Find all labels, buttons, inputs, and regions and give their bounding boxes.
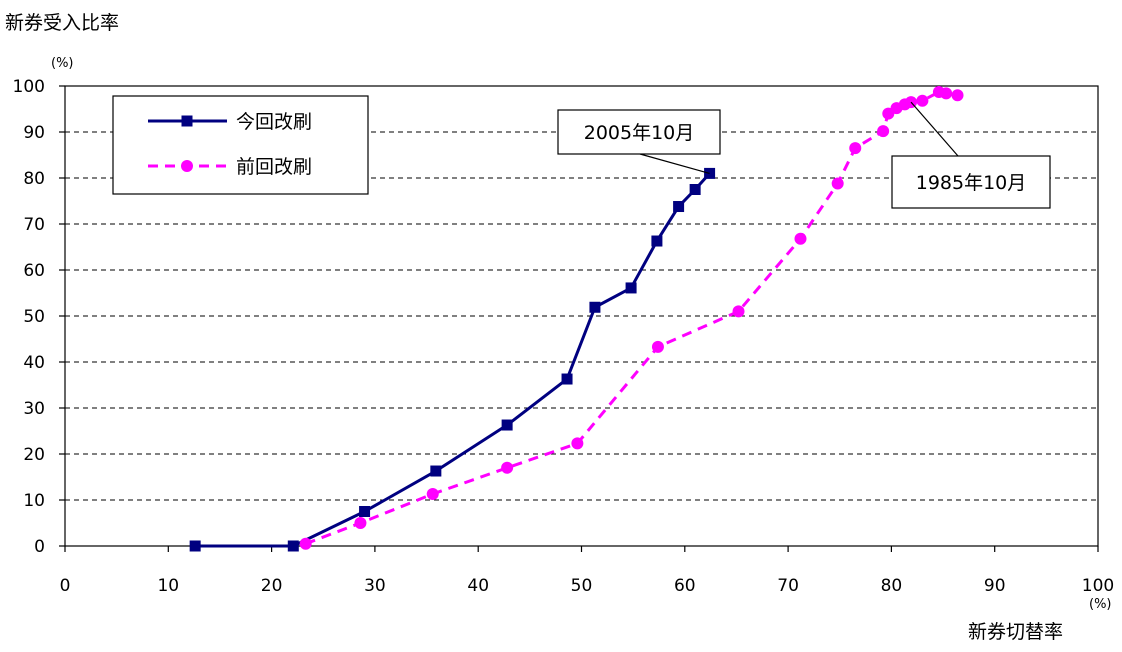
x-tick-label-60: 60	[674, 576, 696, 596]
legend-label-2: 前回改刷	[236, 156, 312, 178]
series-1-point-7	[625, 282, 637, 294]
x-tick-label-50: 50	[571, 576, 593, 596]
y-tick-labels: 0 10 20 30 40 50 60 70 80 90 100	[13, 77, 45, 557]
y-tick-label-20: 20	[23, 445, 45, 465]
series-1-point-3	[430, 465, 442, 477]
x-tick-label-20: 20	[261, 576, 283, 596]
callout-1-label: 2005年10月	[584, 122, 695, 144]
x-tick-label-30: 30	[364, 576, 386, 596]
y-axis-title: 新券受入比率	[5, 12, 119, 34]
callout-1-leader	[639, 153, 710, 174]
series-1	[189, 167, 716, 552]
legend-item-1: 今回改刷	[148, 111, 312, 133]
x-tick-labels: 0 10 20 30 40 50 60 70 80 90 100	[60, 576, 1115, 596]
x-tick-label-70: 70	[777, 576, 799, 596]
series-1-line	[195, 172, 711, 548]
series-2-point-7	[794, 232, 807, 245]
callout-2-leader	[910, 101, 959, 157]
x-tick-label-100: 100	[1082, 576, 1114, 596]
series-2-point-15	[916, 94, 929, 107]
legend-item-2: 前回改刷	[148, 156, 312, 178]
x-tick-label-90: 90	[984, 576, 1006, 596]
series-2	[299, 85, 964, 550]
series-layer	[189, 85, 964, 552]
series-2-point-17	[940, 87, 953, 100]
series-2-point-10	[877, 125, 890, 138]
x-axis-title: 新券切替率	[968, 621, 1063, 643]
y-tick-label-80: 80	[23, 169, 45, 189]
series-2-point-5	[651, 340, 664, 353]
legend-label-1: 今回改刷	[236, 111, 312, 133]
y-tick-label-40: 40	[23, 353, 45, 373]
y-tick-label-90: 90	[23, 123, 45, 143]
legend-swatch-marker-2	[181, 160, 193, 172]
y-tick-label-10: 10	[23, 491, 45, 511]
series-2-point-8	[831, 177, 844, 190]
series-1-point-0	[189, 540, 201, 552]
y-tick-label-30: 30	[23, 399, 45, 419]
series-2-point-9	[849, 142, 862, 155]
series-2-point-4	[571, 437, 584, 450]
y-tick-label-100: 100	[13, 77, 45, 97]
series-1-point-1	[287, 540, 299, 552]
series-2-point-2	[426, 488, 439, 501]
callouts: 2005年10月 1985年10月	[557, 101, 1051, 209]
series-2-point-18	[951, 89, 964, 102]
series-1-point-4	[501, 419, 513, 431]
y-tick-label-70: 70	[23, 215, 45, 235]
series-1-point-2	[359, 506, 371, 517]
callout-1-box	[557, 109, 721, 155]
y-tick-label-0: 0	[34, 537, 45, 557]
x-tick-label-0: 0	[60, 576, 71, 596]
series-2-point-6	[732, 305, 745, 318]
y-tick-label-60: 60	[23, 261, 45, 281]
legend-box	[112, 95, 369, 195]
x-tick-label-10: 10	[157, 576, 179, 596]
y-axis-unit: (%)	[51, 56, 74, 71]
legend-swatch-marker-1	[181, 115, 193, 127]
x-tick-label-80: 80	[881, 576, 903, 596]
series-2-point-0	[299, 537, 312, 550]
series-2-line	[305, 90, 958, 546]
series-2-point-3	[501, 461, 514, 474]
callout-2-label: 1985年10月	[916, 172, 1027, 194]
series-1-point-8	[651, 235, 663, 247]
y-tick-label-50: 50	[23, 307, 45, 327]
x-tick-label-40: 40	[467, 576, 489, 596]
x-axis-unit: (%)	[1089, 597, 1112, 612]
axes	[59, 85, 1099, 552]
callout-1: 2005年10月	[557, 109, 721, 174]
series-1-point-9	[673, 201, 685, 213]
series-1-point-5	[561, 373, 573, 385]
series-1-point-10	[689, 184, 701, 195]
callout-2: 1985年10月	[891, 101, 1051, 209]
series-1-point-6	[589, 301, 601, 313]
callout-2-box	[891, 155, 1051, 209]
series-2-point-1	[354, 517, 367, 529]
